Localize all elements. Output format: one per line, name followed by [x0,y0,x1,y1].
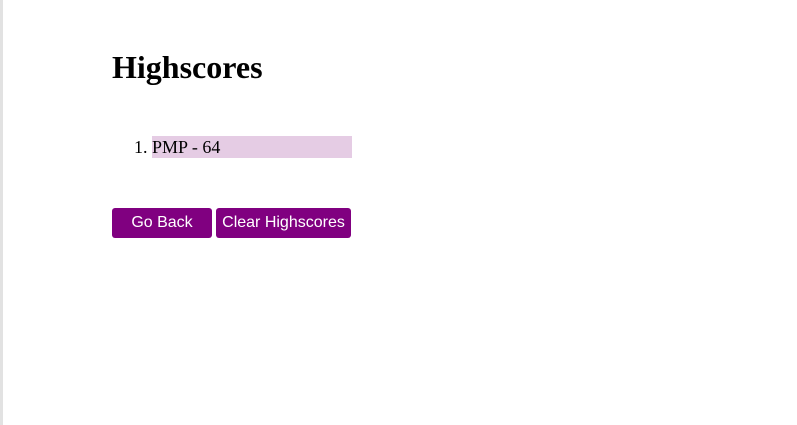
clear-highscores-button[interactable]: Clear Highscores [216,208,351,238]
highscores-panel: Highscores PMP - 64 Go Back Clear Highsc… [112,48,512,238]
list-item: PMP - 64 [152,136,352,158]
page-title: Highscores [112,49,263,85]
go-back-button[interactable]: Go Back [112,208,212,238]
highscores-list: PMP - 64 [112,136,512,158]
left-border [0,0,3,425]
actions-row: Go Back Clear Highscores [112,208,512,238]
score-entry: PMP - 64 [152,136,352,158]
